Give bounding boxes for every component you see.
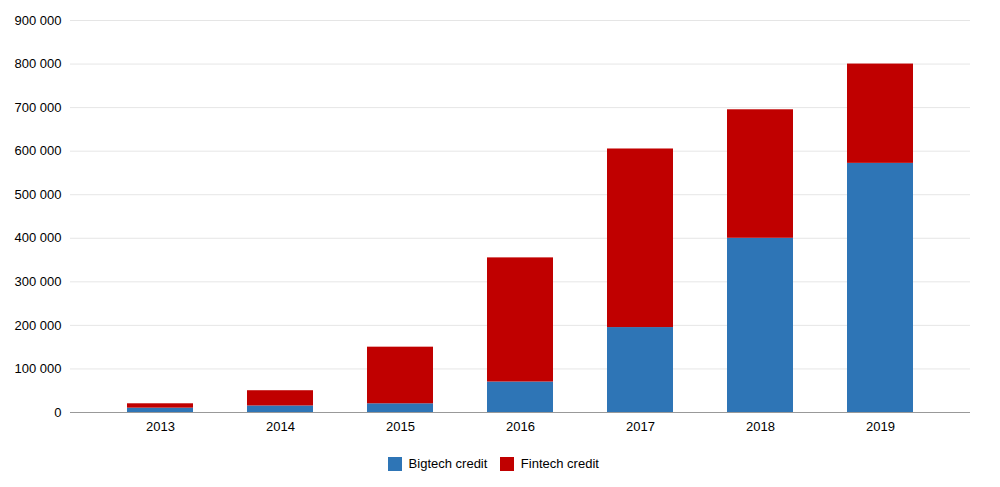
svg-text:2015: 2015	[386, 419, 415, 434]
svg-text:800 000: 800 000	[15, 56, 62, 71]
svg-text:400 000: 400 000	[15, 230, 62, 245]
svg-text:300 000: 300 000	[15, 274, 62, 289]
svg-text:2017: 2017	[626, 419, 655, 434]
svg-text:700 000: 700 000	[15, 100, 62, 115]
svg-text:600 000: 600 000	[15, 143, 62, 158]
svg-text:2013: 2013	[146, 419, 175, 434]
html-text:Fintech credit: Fintech credit	[520, 456, 599, 472]
svg-text:2016: 2016	[506, 419, 535, 434]
svg-text:100 000: 100 000	[15, 361, 62, 376]
svg-text:200 000: 200 000	[15, 318, 62, 333]
html-text:Bigtech credit: Bigtech credit	[408, 456, 488, 472]
svg-text:2014: 2014	[266, 419, 295, 434]
svg-text:900 000: 900 000	[15, 13, 62, 28]
svg-text:2018: 2018	[746, 419, 775, 434]
svg-text:0: 0	[54, 405, 61, 420]
svg-text:500 000: 500 000	[15, 187, 62, 202]
svg-text:2019: 2019	[866, 419, 895, 434]
